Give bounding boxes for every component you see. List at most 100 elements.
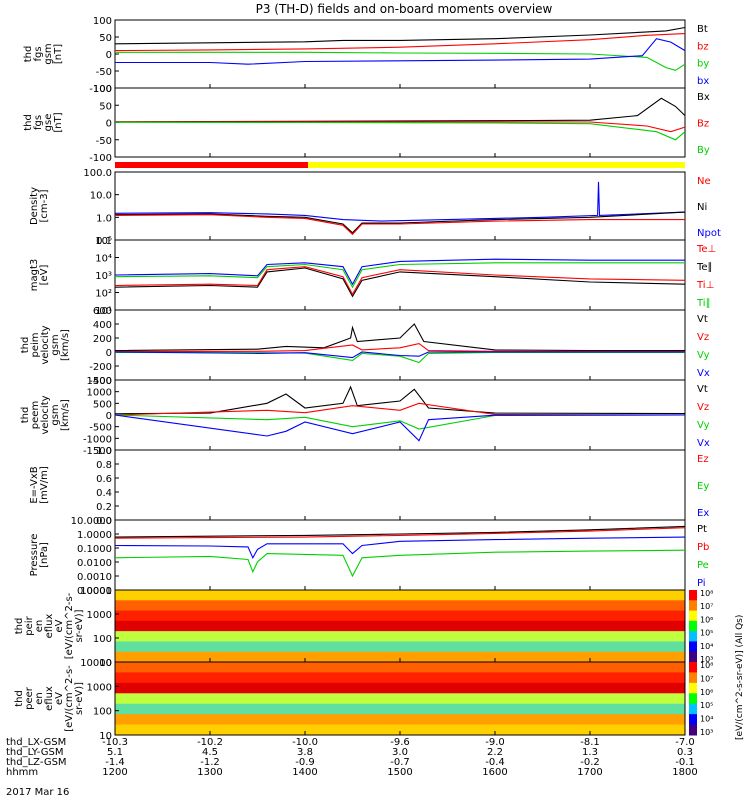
legend-entry: Ti⊥ — [696, 280, 714, 291]
y-axis-label: sr-eV)] — [74, 682, 85, 715]
colorbar-tick: 10⁴ — [700, 715, 713, 724]
colorbar-tick: 10³ — [700, 655, 713, 664]
y-tick-label: 200 — [93, 334, 112, 345]
x-axis-value: -9.6 — [390, 737, 410, 748]
x-axis-value: 1300 — [197, 767, 222, 778]
x-axis-value: 4.5 — [202, 747, 218, 758]
y-axis-label: E=-VxB — [29, 466, 40, 503]
panel-frame — [114, 239, 686, 311]
spectrogram-band — [115, 590, 685, 601]
y-tick-label: 0 — [106, 50, 112, 61]
y-tick-label: 0 — [106, 411, 112, 422]
colorbar-segment — [689, 600, 697, 612]
series-Vt — [114, 323, 685, 352]
y-axis-label: peem — [30, 401, 41, 429]
y-tick-label: 0.0001 — [77, 586, 112, 597]
x-axis-value: -7.0 — [675, 737, 695, 748]
y-tick-label: 0.0010 — [77, 572, 112, 583]
y-axis-label: peer — [24, 686, 35, 710]
y-axis-label: [mV/m] — [39, 466, 50, 504]
colorbar-tick: 10⁸ — [700, 589, 713, 598]
y-tick-label: 100 — [93, 707, 112, 718]
y-tick-label: 0 — [106, 119, 112, 130]
y-tick-label: 0 — [106, 348, 112, 359]
x-axis-row-label: thd_LZ-GSM — [6, 757, 67, 768]
y-tick-label: 600 — [93, 306, 112, 317]
spectrogram-band — [115, 724, 685, 736]
spectrogram-band — [115, 641, 685, 653]
panel-peim_velocity: 600 400 200 0 -200 -400 thd peim velocity gsm [km/… — [20, 306, 710, 387]
y-axis-label: gsm — [43, 43, 54, 64]
legend-entry: Ex — [697, 508, 709, 519]
y-tick-label: 10⁴ — [95, 254, 112, 265]
y-tick-label: 1000 — [87, 610, 112, 621]
legend-entry: Pi — [697, 578, 706, 589]
legend-entry: Pe — [697, 560, 709, 571]
y-axis-label: thd — [20, 337, 31, 354]
legend-entry: Pt — [697, 524, 707, 535]
colorbar-tick: 10⁷ — [700, 602, 713, 611]
legend-entry: Ne — [697, 176, 711, 187]
x-axis-value: -10.0 — [292, 737, 318, 748]
legend-entry: Vy — [697, 350, 710, 361]
y-axis-label: [cm-3] — [39, 189, 50, 222]
series-Pe — [114, 549, 686, 578]
y-tick-label: 1500 — [87, 376, 112, 387]
y-tick-label: 1000 — [87, 388, 112, 399]
y-tick-label: -50 — [96, 67, 112, 78]
panel-efield: 1.0 0.8 0.6 0.4 0.2 0.0 E=-VxB [mV/m] Ez Ey Ex — [29, 446, 709, 527]
y-tick-label: 100 — [93, 84, 112, 95]
series-Bx — [114, 97, 686, 123]
series-Bt — [114, 26, 686, 45]
series-Ti∥ — [114, 262, 685, 289]
colorbar-tick: 10³ — [700, 728, 713, 737]
y-axis-label: [nT] — [53, 44, 64, 64]
y-axis-label: sr-eV)] — [74, 609, 85, 642]
colorbar-segment — [689, 651, 697, 663]
y-tick-label: 1.0 — [96, 446, 112, 457]
panel-fgs_gse: 100 50 0 -50 -100 thd fgs gse [nT] Bx Bz By — [23, 84, 710, 164]
y-tick-label: 100 — [93, 16, 112, 27]
legend-entry: Pb — [697, 542, 709, 553]
y-axis-label: velocity — [40, 325, 51, 364]
y-axis-label: velocity — [40, 395, 51, 434]
y-tick-label: 10¹ — [95, 306, 112, 317]
y-tick-label: 10 — [99, 731, 112, 742]
x-axis-value: 3.0 — [392, 747, 408, 758]
y-tick-label: -1500 — [83, 446, 112, 457]
y-axis-label: [eV] — [39, 265, 50, 286]
panel-frame — [114, 19, 686, 89]
series-Pb — [114, 527, 686, 539]
series-Vy — [114, 414, 686, 430]
series-Vx — [114, 414, 686, 442]
y-tick-label: 10 — [99, 658, 112, 669]
series-Vy — [114, 351, 685, 364]
spectrogram-band — [115, 682, 685, 694]
y-tick-label: 100 — [93, 634, 112, 645]
y-tick-label: 0.0100 — [77, 558, 112, 569]
y-tick-label: 0.8 — [96, 460, 112, 471]
x-axis-value: 1600 — [482, 767, 507, 778]
y-axis-label: en — [34, 620, 45, 633]
colorbar-tick: 10⁷ — [700, 674, 713, 683]
x-axis-value: -9.0 — [485, 737, 505, 748]
y-tick-label: 400 — [93, 320, 112, 331]
y-tick-label: 0.1 — [96, 236, 112, 247]
panel-temperature: 10⁵ 10⁴ 10³ 10² 10¹ magt3 [eV] Te⊥ Te∥ Ti⊥ Ti∥ — [29, 236, 716, 317]
panel-density: 100.0 10.0 1.0 0.1 Density [cm-3] Ne Ni Npot — [29, 168, 721, 247]
legend-entry: Vy — [697, 420, 710, 431]
y-axis-label: [eV/(cm^2-s- — [64, 592, 75, 659]
y-axis-label: eflux — [44, 614, 55, 639]
y-axis-label: magt3 — [29, 259, 40, 292]
x-axis-value: -0.7 — [390, 757, 410, 768]
spectrogram-band — [115, 672, 685, 684]
y-tick-label: -100 — [89, 84, 112, 95]
colorbar-segment — [689, 703, 697, 715]
y-axis-label: thd — [14, 618, 25, 635]
legend-entry: Te⊥ — [696, 244, 716, 255]
legend-entry: Ez — [697, 454, 709, 465]
series-Npot — [114, 181, 686, 222]
date-label: 2017 Mar 16 — [6, 787, 69, 798]
